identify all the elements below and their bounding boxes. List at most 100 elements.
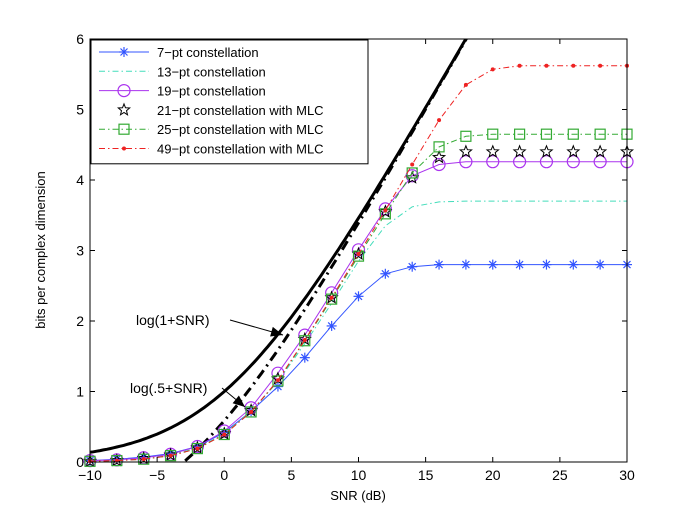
data-point xyxy=(407,261,418,272)
data-point xyxy=(517,63,522,68)
data-point xyxy=(568,259,579,270)
data-point xyxy=(324,290,339,304)
x-axis-label: SNR (dB) xyxy=(330,488,386,503)
x-tick-label: 10 xyxy=(351,467,367,483)
legend-marker xyxy=(118,123,130,135)
data-point xyxy=(434,259,445,270)
data-point xyxy=(513,128,526,140)
data-point xyxy=(458,144,473,158)
data-point xyxy=(191,443,203,455)
legend-label: 49−pt constellation with MLC xyxy=(157,142,324,157)
data-point xyxy=(218,428,230,441)
series-group xyxy=(83,63,634,468)
series-line xyxy=(89,161,627,462)
y-axis-label: bits per complex dimension xyxy=(33,171,48,329)
data-point xyxy=(490,67,495,72)
data-point xyxy=(487,128,499,140)
data-point xyxy=(598,63,603,68)
series-line xyxy=(89,200,627,462)
data-point xyxy=(594,128,606,140)
legend-label: 7−pt constellation xyxy=(157,45,259,60)
data-point xyxy=(593,144,608,158)
legend-label: 19−pt constellation xyxy=(157,84,266,99)
data-point xyxy=(329,295,334,300)
data-point xyxy=(432,157,446,172)
data-point xyxy=(109,453,124,467)
legend-marker xyxy=(117,83,131,98)
data-point xyxy=(410,162,415,167)
data-point xyxy=(138,453,150,465)
x-tick-label: 25 xyxy=(552,467,568,483)
data-point xyxy=(356,252,361,257)
x-tick-label: 5 xyxy=(287,467,295,483)
data-point xyxy=(514,259,525,270)
data-point xyxy=(512,144,527,158)
data-point xyxy=(245,406,257,418)
data-point xyxy=(351,246,366,261)
data-point xyxy=(141,457,146,462)
data-point xyxy=(326,320,337,331)
data-point xyxy=(567,128,579,140)
y-tick-label: 4 xyxy=(76,172,84,188)
data-point xyxy=(571,63,576,68)
data-point xyxy=(460,130,472,142)
data-point xyxy=(380,268,391,279)
reference-curve-log-1-plus-snr xyxy=(90,39,468,454)
data-point xyxy=(486,155,500,169)
y-tick-label: 0 xyxy=(76,454,84,470)
legend-label: 25−pt constellation with MLC xyxy=(157,122,324,137)
legend-box xyxy=(90,39,369,165)
data-point xyxy=(195,446,200,451)
data-point xyxy=(540,128,553,140)
data-point xyxy=(299,335,311,347)
legend-entry: 21−pt constellation with MLC xyxy=(117,102,324,118)
data-point xyxy=(272,375,284,387)
data-point xyxy=(485,144,500,158)
data-point xyxy=(302,338,307,343)
data-point xyxy=(352,250,365,262)
annotation-label: log(.5+SNR) xyxy=(130,380,207,396)
legend-marker xyxy=(117,102,131,116)
y-tick-label: 2 xyxy=(76,313,84,329)
annotations: log(1+SNR) log(.5+SNR) xyxy=(130,312,284,408)
y-tick-label: 5 xyxy=(76,102,84,118)
data-point xyxy=(190,439,204,454)
reference-curves xyxy=(90,39,468,462)
series-6 xyxy=(88,63,629,464)
data-point xyxy=(272,381,283,392)
data-point xyxy=(378,204,393,218)
data-point xyxy=(353,291,364,302)
data-point xyxy=(437,118,442,123)
data-point xyxy=(487,259,498,270)
y-tick-label: 3 xyxy=(76,243,84,259)
x-tick-label: 30 xyxy=(619,467,635,483)
x-tick-label: −10 xyxy=(78,467,102,483)
data-point xyxy=(544,63,549,68)
x-tick-label: 15 xyxy=(418,467,434,483)
legend: 7−pt constellation 13−pt constellation 19−… xyxy=(90,39,369,165)
data-point xyxy=(539,155,554,169)
legend-marker xyxy=(119,47,129,57)
legend-entry: 13−pt constellation xyxy=(99,64,266,79)
data-point xyxy=(405,170,420,184)
data-point xyxy=(433,141,445,153)
arrowhead-icon xyxy=(232,395,245,407)
legend-label: 13−pt constellation xyxy=(157,64,266,79)
x-tick-label: 0 xyxy=(220,467,228,483)
data-point xyxy=(595,259,606,270)
data-point xyxy=(222,432,227,437)
data-point xyxy=(459,155,473,169)
data-point xyxy=(299,352,310,363)
data-point xyxy=(275,378,280,383)
data-point xyxy=(383,208,388,213)
series-2 xyxy=(89,200,627,462)
legend-entry: 7−pt constellation xyxy=(99,45,259,60)
annotation-label: log(1+SNR) xyxy=(136,312,210,328)
data-point xyxy=(566,155,580,169)
reference-curve-log-half-plus-snr xyxy=(181,39,468,462)
y-tick-label: 6 xyxy=(76,31,84,47)
legend-entry: 49−pt constellation with MLC xyxy=(99,142,324,157)
data-point xyxy=(593,155,607,169)
data-point xyxy=(168,453,173,458)
